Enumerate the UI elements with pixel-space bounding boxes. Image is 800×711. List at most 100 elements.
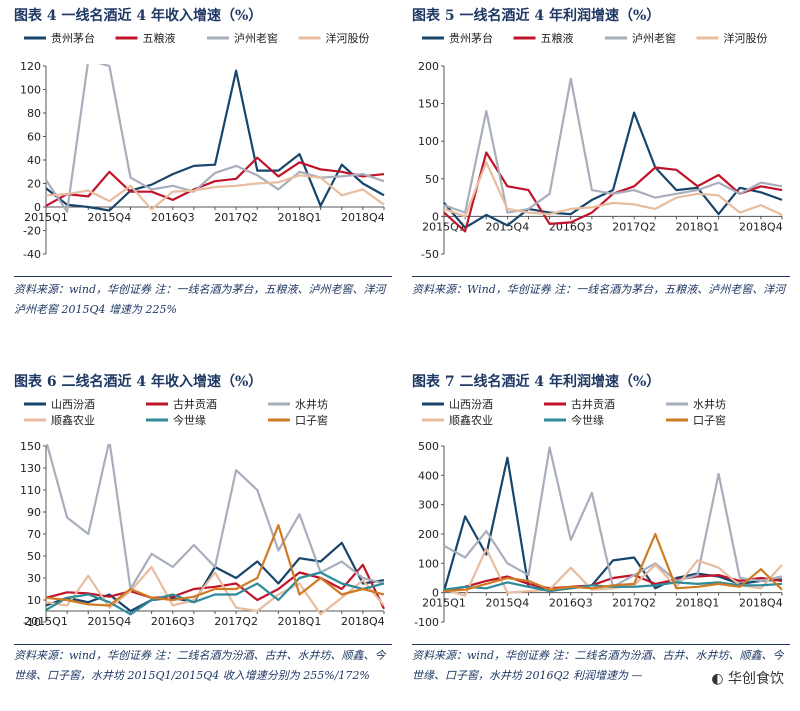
legend-label: 山西汾酒 [449,398,493,411]
y-tick-label: 100 [418,557,439,570]
series-line-2 [45,156,385,207]
x-tick-label: 2018Q4 [739,220,783,233]
y-tick-label: 400 [418,469,439,482]
legend-item-2: 五粮液 [513,31,574,45]
y-tick-label: 60 [27,131,41,144]
series-line-6 [45,524,385,607]
legend-label: 顺鑫农业 [51,413,95,427]
series-group [443,446,783,597]
figure-5-note: 资料来源：Wind，华创证券 注：一线名酒为茅台，五粮液、泸州老窖、洋河 [412,283,786,296]
legend-item-1: 贵州茅台 [24,31,95,45]
y-tick-label: 90 [27,506,41,519]
legend-label: 古井贡酒 [571,397,615,411]
x-tick-label: 2018Q1 [278,211,322,224]
x-tick-label: 2018Q4 [341,615,385,628]
series-group [45,64,385,213]
x-tick-label: 2015Q1 [24,211,68,224]
y-tick-label: 100 [418,135,439,148]
legend-item-3: 泸州老窖 [605,31,676,45]
series-line-6 [443,532,783,593]
legend-label: 今世缘 [571,413,604,427]
figure-5-source-rule [412,276,790,277]
series-line-3 [45,64,385,213]
y-tick-label: 150 [20,440,41,453]
series-line-4 [45,565,385,616]
x-tick-label: 2015Q4 [88,211,132,224]
y-tick-label: 10 [27,594,41,607]
y-tick-label: 50 [425,173,439,186]
figure-6-note: 资料来源：wind，华创证券 注：二线名酒为汾酒、古井、水井坊、顺鑫、今世缘、口… [14,649,386,682]
y-tick-label: 0 [34,201,41,214]
legend-label: 口子窖 [693,413,726,427]
y-tick-label: 80 [27,107,41,120]
legend-label: 古井贡酒 [173,397,217,411]
x-tick-label: 2017Q2 [612,597,656,610]
x-tick-label: 2018Q1 [278,615,322,628]
legend-item-3: 水井坊 [666,397,726,411]
y-tick-label: 110 [20,484,41,497]
legend-item-3: 泸州老窖 [207,31,278,45]
legend-label: 泸州老窖 [234,31,278,45]
x-tick-label: 2015Q4 [88,615,132,628]
y-tick-label: -20 [23,225,41,238]
x-tick-label: 2016Q3 [151,615,195,628]
legend-item-3: 水井坊 [268,397,328,411]
y-tick-label: 100 [20,84,41,97]
y-tick-label: -100 [414,616,439,629]
x-tick-label: 2016Q3 [549,597,593,610]
x-tick-label: 2018Q4 [739,597,783,610]
series-line-3 [45,444,385,591]
y-tick-label: 50 [27,550,41,563]
legend-label: 五粮液 [143,31,176,45]
y-tick-label: 0 [432,587,439,600]
legend-label: 水井坊 [693,397,726,411]
legend-label: 今世缘 [173,413,206,427]
legend-item-6: 口子窖 [666,413,726,427]
legend-item-4: 顺鑫农业 [422,413,493,427]
y-tick-label: -10 [23,616,41,629]
series-line-1 [45,541,385,613]
legend-item-1: 山西汾酒 [422,398,493,411]
legend-label: 贵州茅台 [449,31,493,45]
legend-label: 泸州老窖 [632,31,676,45]
y-tick-label: 200 [418,528,439,541]
x-tick-label: 2017Q2 [214,615,258,628]
y-tick-label: 40 [27,154,41,167]
x-tick-label: 2015Q1 [24,615,68,628]
legend-label: 洋河股份 [326,31,370,45]
x-tick-label: 2015Q1 [422,597,466,610]
legend-item-5: 今世缘 [544,413,604,427]
legend-label: 洋河股份 [724,31,768,45]
legend-label: 口子窖 [295,413,328,427]
figure-4-note: 资料来源：wind，华创证券 注：一线名酒为茅台，五粮液、泸州老窖、洋河 泸州老… [14,283,386,316]
y-tick-label: 20 [27,178,41,191]
series-line-4 [443,161,783,218]
legend-item-6: 口子窖 [268,413,328,427]
legend-label: 五粮液 [541,31,574,45]
series-line-4 [45,174,385,211]
legend-label: 水井坊 [295,397,328,411]
y-tick-label: 500 [418,440,439,453]
figure-6-source-rule [14,644,392,645]
figure-5-title: 图表 5 一线名酒近 4 年利润增速（%） [412,8,661,24]
x-tick-label: 2016Q3 [151,211,195,224]
figure-7-title: 图表 7 二线名酒近 4 年利润增速（%） [412,374,661,390]
series-line-1 [443,111,783,229]
legend-item-4: 洋河股份 [696,31,768,45]
x-tick-label: 2017Q2 [214,211,258,224]
figure-4-source-rule [14,276,392,277]
y-tick-label: 30 [27,572,41,585]
legend-label: 山西汾酒 [51,398,95,411]
series-group [45,444,385,616]
legend-item-4: 洋河股份 [298,31,370,45]
figure-4-chart: 贵州茅台 五粮液 泸州老窖 洋河股份 -40 -20 0 20 40 60 80 100 120 2015… [20,31,385,261]
y-tick-label: 120 [20,60,41,73]
legend-item-2: 古井贡酒 [146,397,217,411]
y-tick-label: 150 [418,98,439,111]
y-tick-label: 0 [432,210,439,223]
legend-item-5: 今世缘 [146,413,206,427]
x-tick-label: 2018Q1 [676,220,720,233]
